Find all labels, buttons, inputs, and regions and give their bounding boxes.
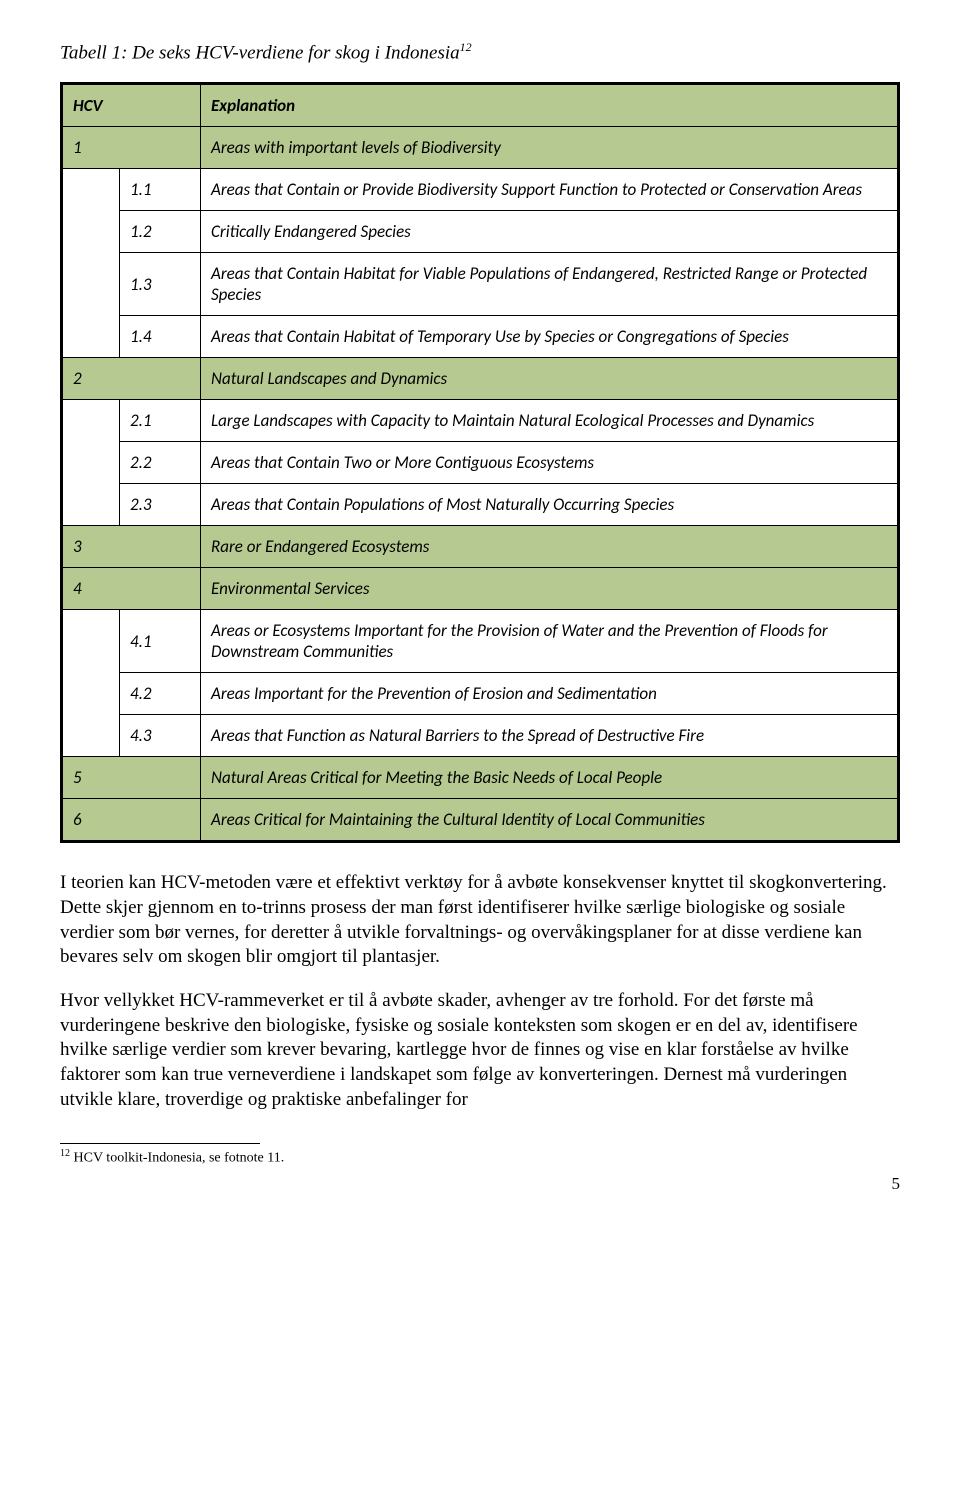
cell-2.3: 2.3 [120, 484, 201, 526]
cell-1-group [62, 169, 120, 358]
footnote-text: HCV toolkit-Indonesia, se fotnote 11. [70, 1150, 284, 1165]
footnote-separator [60, 1143, 260, 1144]
cell-5-exp: Natural Areas Critical for Meeting the B… [201, 757, 899, 799]
caption-sup: 12 [460, 40, 472, 54]
cell-2.2-exp: Areas that Contain Two or More Contiguou… [201, 442, 899, 484]
cell-1: 1 [62, 127, 201, 169]
cell-1.4: 1.4 [120, 316, 201, 358]
paragraph-1: I teorien kan HCV-metoden være et effekt… [60, 871, 900, 970]
table-caption: Tabell 1: De seks HCV-verdiene for skog … [60, 40, 900, 64]
cell-1.3-exp: Areas that Contain Habitat for Viable Po… [201, 253, 899, 316]
footnote-number: 12 [60, 1148, 70, 1159]
th-explanation: Explanation [201, 84, 899, 127]
cell-1.2: 1.2 [120, 211, 201, 253]
cell-1.1-exp: Areas that Contain or Provide Biodiversi… [201, 169, 899, 211]
cell-2: 2 [62, 358, 201, 400]
cell-1.3: 1.3 [120, 253, 201, 316]
cell-4.2-exp: Areas Important for the Prevention of Er… [201, 673, 899, 715]
cell-4.3: 4.3 [120, 715, 201, 757]
cell-1.1: 1.1 [120, 169, 201, 211]
cell-1.2-exp: Critically Endangered Species [201, 211, 899, 253]
page-number: 5 [60, 1174, 900, 1194]
cell-3: 3 [62, 526, 201, 568]
cell-2.3-exp: Areas that Contain Populations of Most N… [201, 484, 899, 526]
cell-6-exp: Areas Critical for Maintaining the Cultu… [201, 799, 899, 842]
th-hcv: HCV [62, 84, 201, 127]
cell-2.2: 2.2 [120, 442, 201, 484]
cell-2-group [62, 400, 120, 526]
cell-2-exp: Natural Landscapes and Dynamics [201, 358, 899, 400]
hcv-table: HCV Explanation 1 Areas with important l… [60, 82, 900, 843]
cell-2.1-exp: Large Landscapes with Capacity to Mainta… [201, 400, 899, 442]
cell-1.4-exp: Areas that Contain Habitat of Temporary … [201, 316, 899, 358]
paragraph-2: Hvor vellykket HCV-rammeverket er til å … [60, 989, 900, 1112]
cell-4.1: 4.1 [120, 610, 201, 673]
cell-4.2: 4.2 [120, 673, 201, 715]
cell-4.1-exp: Areas or Ecosystems Important for the Pr… [201, 610, 899, 673]
cell-4: 4 [62, 568, 201, 610]
caption-text: Tabell 1: De seks HCV-verdiene for skog … [60, 42, 460, 63]
cell-4.3-exp: Areas that Function as Natural Barriers … [201, 715, 899, 757]
footnote: 12 HCV toolkit-Indonesia, se fotnote 11. [60, 1148, 900, 1167]
cell-3-exp: Rare or Endangered Ecosystems [201, 526, 899, 568]
cell-6: 6 [62, 799, 201, 842]
cell-2.1: 2.1 [120, 400, 201, 442]
cell-5: 5 [62, 757, 201, 799]
cell-4-group [62, 610, 120, 757]
cell-1-exp: Areas with important levels of Biodivers… [201, 127, 899, 169]
cell-4-exp: Environmental Services [201, 568, 899, 610]
